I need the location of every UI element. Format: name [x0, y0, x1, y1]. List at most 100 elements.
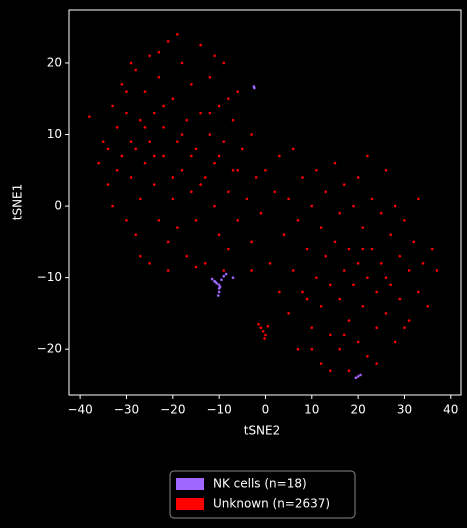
point: [115, 168, 119, 172]
point: [359, 373, 362, 377]
point: [250, 269, 253, 272]
point: [134, 68, 138, 72]
point: [435, 269, 439, 272]
point: [324, 190, 327, 194]
point: [407, 319, 411, 322]
point: [134, 233, 138, 237]
point: [305, 297, 309, 301]
point: [222, 61, 226, 65]
point: [162, 104, 165, 108]
point: [171, 197, 175, 201]
point: [380, 262, 383, 265]
point: [384, 276, 388, 279]
point: [354, 376, 358, 380]
point: [430, 247, 434, 251]
point: [120, 83, 124, 86]
point: [152, 111, 156, 115]
point: [264, 333, 267, 337]
x-tick-label: −10: [206, 403, 231, 417]
point: [301, 176, 304, 179]
point: [261, 330, 265, 333]
point: [190, 83, 193, 86]
point: [342, 333, 346, 337]
plot-area: [68, 9, 462, 396]
point: [213, 204, 216, 208]
point: [231, 168, 235, 172]
point: [217, 233, 221, 237]
legend-label: Unknown (n=2637): [213, 497, 330, 511]
point: [106, 147, 110, 151]
x-tick-label: 10: [304, 403, 319, 417]
point: [250, 133, 253, 136]
point: [214, 280, 217, 284]
point: [236, 90, 239, 93]
point: [333, 161, 337, 165]
legend-box: [169, 470, 356, 519]
point: [282, 233, 286, 237]
point: [291, 147, 295, 151]
point: [245, 197, 249, 201]
point: [315, 168, 318, 172]
point: [296, 219, 300, 222]
point: [111, 104, 114, 108]
point: [152, 183, 156, 186]
point: [417, 290, 420, 294]
point: [227, 247, 230, 251]
point: [208, 111, 212, 115]
point: [222, 269, 226, 272]
point: [264, 168, 267, 172]
point: [278, 290, 281, 294]
x-tick-label: 30: [397, 403, 412, 417]
x-tick-label: −40: [67, 403, 92, 417]
point: [194, 219, 198, 222]
point: [180, 61, 184, 65]
x-tick-label: −20: [160, 403, 185, 417]
point: [259, 326, 263, 330]
point: [236, 168, 239, 172]
point: [305, 247, 309, 251]
point: [139, 118, 142, 122]
point: [190, 190, 193, 194]
point: [403, 219, 406, 222]
legend-swatch: [176, 478, 204, 490]
point: [389, 283, 392, 287]
point: [222, 140, 226, 143]
point: [412, 240, 416, 244]
point: [176, 140, 179, 143]
point: [218, 285, 222, 289]
point: [125, 90, 128, 93]
point: [356, 176, 360, 179]
point: [329, 333, 332, 337]
point: [266, 325, 270, 328]
point: [426, 304, 429, 308]
point: [319, 362, 323, 365]
point: [254, 176, 258, 179]
point: [185, 254, 188, 258]
point: [356, 340, 360, 344]
point: [324, 254, 327, 258]
point: [166, 269, 170, 272]
point: [384, 168, 388, 172]
point: [250, 240, 253, 244]
point: [176, 226, 179, 229]
point: [176, 33, 179, 36]
point: [194, 147, 198, 151]
point: [240, 147, 244, 151]
x-axis-label: tSNE2: [244, 424, 281, 438]
point: [190, 154, 193, 158]
point: [380, 211, 383, 215]
point: [366, 355, 369, 358]
point: [315, 276, 318, 279]
point: [319, 226, 323, 229]
point: [106, 183, 110, 186]
point: [217, 104, 221, 108]
point: [342, 183, 346, 186]
point: [148, 54, 151, 58]
point: [278, 154, 281, 158]
point: [347, 247, 351, 251]
point: [389, 233, 392, 237]
point: [199, 111, 202, 115]
y-tick-label: 0: [54, 199, 62, 213]
y-tick-label: −10: [37, 270, 62, 284]
point: [222, 274, 226, 278]
